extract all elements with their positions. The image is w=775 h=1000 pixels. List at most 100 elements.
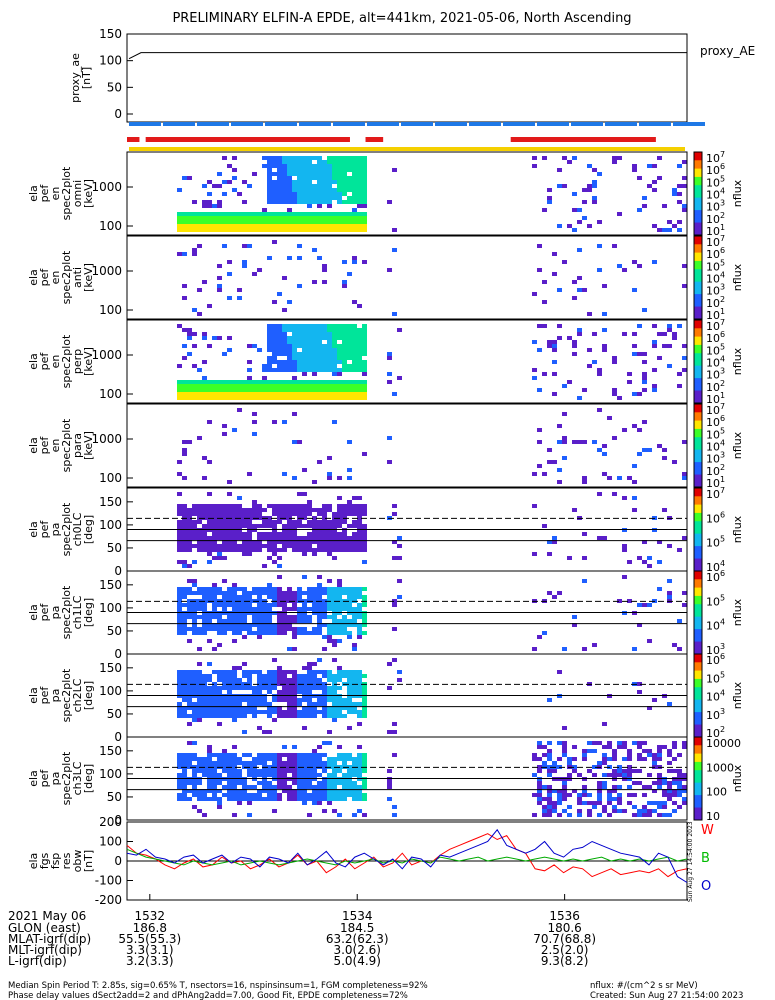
spectrogram-cell [352, 686, 357, 690]
spectrogram-cell [182, 560, 187, 564]
spectrogram-cell [252, 524, 257, 528]
spectrogram-cell [332, 686, 337, 690]
spectrogram-cell [337, 512, 342, 516]
spectrogram-cell [227, 348, 232, 352]
spectrogram-cell [347, 682, 352, 686]
spectrogram-cell [217, 702, 222, 706]
spectrogram-cell [267, 548, 272, 552]
spectrogram-cell [682, 368, 687, 372]
spectrogram-cell [337, 160, 342, 164]
spectrogram-cell [282, 698, 287, 702]
colorbar-segment [694, 587, 702, 593]
spectrogram-cell [337, 670, 342, 674]
spectrogram-cell [352, 328, 357, 332]
spectrogram-cell [342, 504, 347, 508]
spectrogram-cell [332, 188, 337, 192]
spectrogram-cell [597, 448, 602, 452]
spectrogram-cell [217, 670, 222, 674]
spectrogram-cell [247, 520, 252, 524]
spectrogram-cell [292, 332, 297, 336]
spectrogram-cell [232, 619, 237, 623]
spectrogram-cell [242, 392, 247, 396]
spectrogram-cell [622, 769, 627, 773]
spectrogram-cell [277, 380, 282, 384]
spectrogram-cell [177, 781, 182, 785]
spectrogram-cell [537, 268, 542, 272]
colorbar-segment [694, 641, 702, 647]
spectrogram-cell [332, 793, 337, 797]
spectrogram-cell [317, 595, 322, 599]
spectrogram-cell [252, 591, 257, 595]
spectrogram-cell [357, 188, 362, 192]
spectrogram-cell [602, 536, 607, 540]
spectrogram-cell [642, 420, 647, 424]
colorbar-tick-label: 105 [706, 593, 725, 608]
spectrogram-cell [252, 548, 257, 552]
spectrogram-cell [202, 280, 207, 284]
spectrogram-cell [317, 156, 322, 160]
spectrogram-cell [232, 639, 237, 643]
axis-label-line: [deg] [82, 598, 95, 627]
spectrogram-cell [352, 344, 357, 348]
fgs-legend-label: B [701, 851, 710, 866]
spectrogram-cell [302, 631, 307, 635]
spectrogram-cell [642, 809, 647, 813]
spectrogram-cell [322, 532, 327, 536]
colorbar-segment [694, 745, 702, 750]
spectrogram-cell [322, 540, 327, 544]
spectrogram-cell [212, 706, 217, 710]
axis-label-line: ch0LC [71, 512, 84, 546]
spectrogram-cell [332, 164, 337, 168]
colorbar-segment [694, 181, 702, 186]
spectrogram-cell [347, 686, 352, 690]
spectrogram-cell [547, 789, 552, 793]
spectrogram-cell [177, 536, 182, 540]
spectrogram-cell [547, 793, 552, 797]
spectrogram-cell [212, 520, 217, 524]
colorbar-segment [694, 478, 702, 484]
spectrogram-cell [657, 773, 662, 777]
spectrogram-cell [317, 344, 322, 348]
spectrogram-cell [292, 536, 297, 540]
spectrogram-cell [177, 757, 182, 761]
spectrogram-cell [352, 168, 357, 172]
spectrogram-cell [202, 623, 207, 627]
spectrogram-cell [352, 348, 357, 352]
spectrogram-cell [347, 160, 352, 164]
spectrogram-cell [332, 536, 337, 540]
colorbar-segment [694, 678, 702, 684]
spectrogram-cell [322, 328, 327, 332]
spectrogram-cell [347, 216, 352, 220]
spectrogram-cell [262, 785, 267, 789]
spectrogram-cell [257, 603, 262, 607]
spectrogram-cell [632, 769, 637, 773]
spectrogram-cell [282, 548, 287, 552]
spectrogram-cell [317, 536, 322, 540]
spectrogram-cell [307, 607, 312, 611]
spectrogram-cell [392, 658, 397, 662]
spectrogram-cell [342, 520, 347, 524]
spectrogram-cell [297, 591, 302, 595]
spectrogram-cell [292, 773, 297, 777]
spectrogram-cell [232, 678, 237, 682]
spectrogram-cell [347, 540, 352, 544]
colorbar-segment [694, 562, 702, 568]
colorbar-label: nflux [731, 347, 744, 375]
spectrogram-cell [277, 340, 282, 344]
spectrogram-cell [337, 698, 342, 702]
colorbar-segment [694, 256, 702, 262]
spectrogram-cell [302, 599, 307, 603]
spectrogram-cell [362, 396, 367, 400]
spectrogram-cell [277, 512, 282, 516]
spectrogram-cell [332, 396, 337, 400]
spectrogram-cell [672, 781, 677, 785]
spectrogram-cell [237, 797, 242, 801]
spectrogram-cell [327, 172, 332, 176]
spectrogram-cell [237, 296, 242, 300]
spectrogram-cell [217, 643, 222, 647]
spectrogram-cell [287, 256, 292, 260]
colorbar-segment [694, 324, 702, 329]
